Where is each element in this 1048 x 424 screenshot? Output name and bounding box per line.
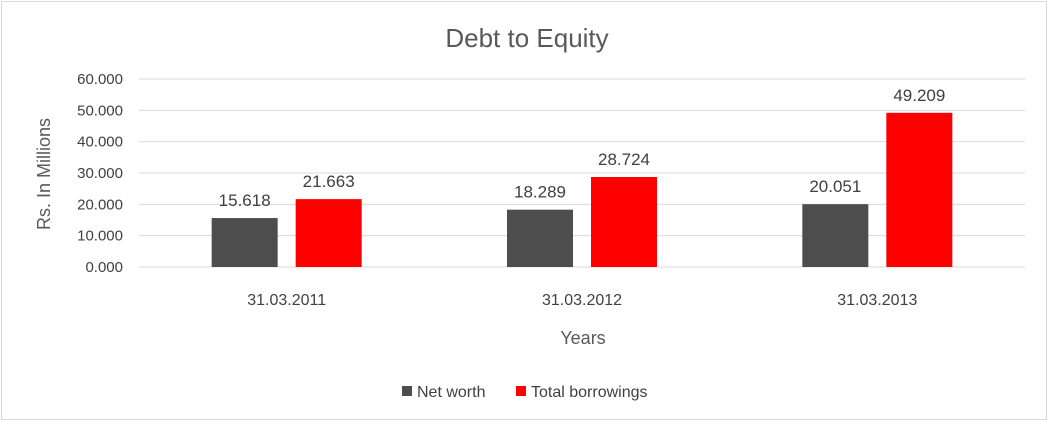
bar-chart: Debt to Equity 0.000 10.000 20.000 30.000 40…	[34, 23, 1025, 401]
y-tick-label: 40.000	[77, 134, 123, 151]
y-axis-ticks: 0.000 10.000 20.000 30.000 40.000 50.000 60.00…	[77, 71, 123, 276]
data-label: 15.618	[219, 191, 271, 210]
x-axis-ticks: 31.03.2011 31.03.2012 31.03.2013	[247, 292, 917, 309]
bar-total-borrowings	[591, 176, 657, 267]
bar-net-worth	[507, 209, 573, 267]
y-tick-label: 30.000	[77, 165, 123, 182]
y-tick-label: 60.000	[77, 71, 123, 88]
bar-net-worth	[211, 218, 278, 267]
legend-swatch	[402, 386, 412, 396]
x-tick-label: 31.03.2013	[837, 292, 917, 309]
chart-title: Debt to Equity	[445, 23, 608, 53]
y-tick-label: 50.000	[77, 102, 123, 119]
data-label: 20.051	[809, 177, 861, 196]
y-axis-title: Rs. In Millions	[34, 118, 54, 230]
data-label: 28.724	[598, 150, 650, 169]
y-tick-label: 0.000	[85, 259, 123, 276]
data-label: 18.289	[514, 183, 566, 202]
gridlines	[139, 78, 1025, 268]
bar-total-borrowings	[295, 199, 362, 267]
legend-label: Total borrowings	[531, 384, 648, 401]
x-axis-title: Years	[560, 328, 605, 348]
data-label: 21.663	[303, 172, 355, 191]
x-tick-label: 31.03.2012	[542, 292, 622, 309]
x-tick-label: 31.03.2011	[247, 292, 326, 309]
legend: Net worth Total borrowings	[402, 384, 648, 401]
bars	[211, 112, 953, 267]
legend-swatch	[516, 386, 526, 396]
bar-total-borrowings	[886, 112, 953, 267]
bar-net-worth	[802, 204, 869, 267]
data-label: 49.209	[893, 86, 945, 105]
data-labels: 15.618 21.663 18.289 28.724 20.051 49.209	[219, 86, 946, 210]
legend-label: Net worth	[417, 384, 485, 401]
y-tick-label: 10.000	[77, 228, 123, 245]
y-tick-label: 20.000	[77, 196, 123, 213]
